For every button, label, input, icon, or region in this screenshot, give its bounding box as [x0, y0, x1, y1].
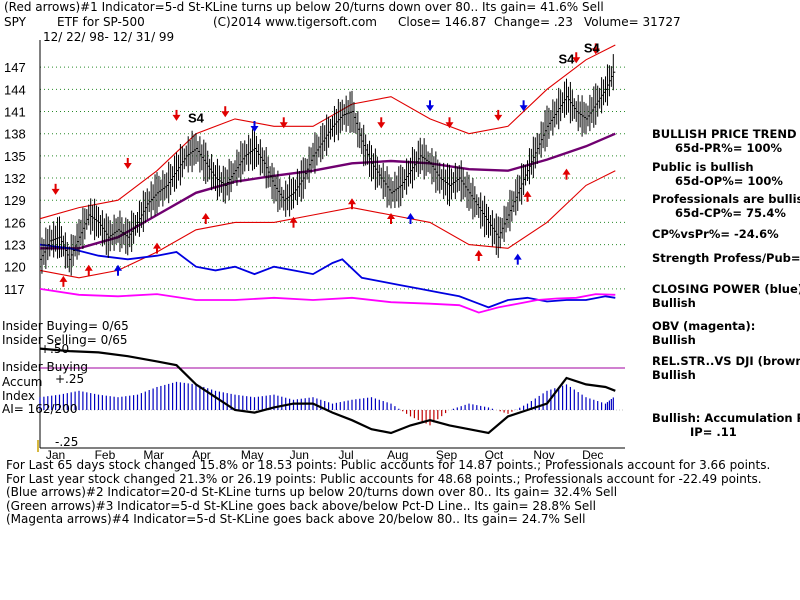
month-label: Feb [95, 448, 116, 462]
red-up-arrow-head [201, 213, 210, 219]
y-tick-label: 123 [4, 238, 26, 253]
month-label: Sep [436, 448, 458, 462]
ip-value: IP= .11 [690, 425, 737, 439]
month-label: Dec [582, 448, 603, 462]
strength-value: Strength Profess/Pub= .2 [652, 251, 800, 265]
footer-year: For Last year stock changed 21.3% or 26.… [6, 472, 762, 486]
red-up-arrow-head [59, 275, 68, 282]
date-range: 12/ 22/ 98- 12/ 31/ 99 [43, 30, 175, 44]
blue-down-arrow-head [426, 105, 434, 112]
accum-label: Accum [2, 375, 43, 389]
public-title: Public is bullish [652, 160, 754, 174]
red-up-arrow-head [523, 190, 532, 197]
month-label: Nov [533, 448, 554, 462]
red-down-arrow-head [172, 114, 181, 121]
red-up-arrow-head [289, 216, 298, 223]
symbol: SPY [4, 15, 26, 29]
obv-value: Bullish [652, 333, 696, 347]
red-up-arrow-head [387, 213, 395, 219]
red-up-arrow-head [153, 242, 161, 249]
lower-band [39, 170, 616, 279]
month-label: Aug [387, 448, 408, 462]
red-up-arrow-head [474, 249, 483, 256]
insider-buying-count: Insider Buying= 0/65 [2, 319, 129, 333]
sell-signal-label: S4 [584, 40, 601, 55]
red-up-arrow-head [348, 198, 356, 205]
tick-minus-25: -.25 [55, 435, 79, 449]
y-tick-label: 117 [4, 282, 25, 297]
red-down-arrow-head [494, 114, 503, 121]
description: ETF for SP-500 [57, 15, 145, 29]
y-tick-label: 126 [4, 215, 26, 230]
blue-up-arrow-head [513, 253, 522, 260]
month-label: Mar [143, 448, 164, 462]
red-down-arrow-head [377, 122, 386, 129]
footer-blue-arrows: (Blue arrows)#2 Indicator=20-d St-KLine … [6, 485, 618, 499]
professionals-title: Professionals are bullish [652, 192, 800, 206]
red-down-arrow-head [572, 57, 581, 64]
month-label: Jun [290, 448, 309, 462]
sell-signal-label: S4 [559, 51, 576, 66]
relstr-value: Bullish [652, 368, 696, 382]
relative-strength-line [39, 347, 616, 435]
op-value: 65d-OP%= 100% [675, 174, 783, 188]
upper-band [39, 44, 616, 220]
tick-plus-25: +.25 [55, 372, 85, 386]
red-down-arrow-head [51, 188, 60, 195]
y-tick-label: 129 [4, 193, 26, 208]
index-label: Index [2, 389, 36, 403]
y-tick-label: 138 [4, 127, 26, 142]
footer-magenta-arrows: (Magenta arrows)#4 Indicator=5-d St-KLin… [6, 512, 586, 526]
red-down-arrow-head [279, 122, 288, 129]
close-value: Close= 146.87 [398, 15, 487, 29]
accumulation-status: Bullish: Accumulation Risi [652, 411, 800, 425]
footer-green-arrows: (Green arrows)#3 Indicator=5-d St-KLine … [6, 499, 596, 513]
red-up-arrow-head [84, 264, 93, 271]
y-tick-label: 135 [4, 149, 26, 164]
trend-title: BULLISH PRICE TREND [652, 127, 797, 141]
y-tick-label: 141 [4, 105, 26, 120]
closing-power-value: Bullish [652, 296, 696, 310]
red-up-arrow-head [562, 168, 571, 175]
blue-down-arrow-head [519, 105, 528, 112]
closing-power-title: CLOSING POWER (blue): [652, 282, 800, 296]
insider-buying-line-label: Insider Buying [2, 360, 88, 374]
pr-value: 65d-PR%= 100% [675, 141, 782, 155]
volume-value: Volume= 31727 [584, 15, 681, 29]
red-down-arrow-head [591, 48, 600, 55]
y-tick-label: 144 [4, 82, 26, 97]
relstr-title: REL.STR..VS DJI (brown) [652, 354, 800, 368]
month-label: May [241, 448, 264, 462]
obv-line [39, 288, 616, 314]
red-down-arrow-head [445, 122, 454, 129]
blue-up-arrow-head [406, 213, 415, 219]
insider-selling-count: Insider Selling= 0/65 [2, 333, 128, 347]
copyright: (C)2014 www.tigersoft.com [213, 15, 377, 29]
month-label: Oct [485, 448, 504, 462]
ai-value: AI= 162/200 [2, 402, 78, 416]
blue-down-arrow-head [250, 126, 259, 132]
cp-vs-pr: CP%vsPr%= -24.6% [652, 227, 779, 241]
month-label: Apr [192, 448, 211, 462]
y-tick-label: 132 [4, 171, 26, 186]
red-down-arrow-head [123, 162, 132, 169]
month-label: Jan [46, 448, 65, 462]
footer-65day: For Last 65 days stock changed 15.8% or … [6, 458, 771, 472]
closing-power-line [39, 243, 616, 309]
indicator-1-line: (Red arrows)#1 Indicator=5-d St-KLine tu… [4, 0, 604, 14]
y-tick-label: 120 [4, 260, 26, 275]
month-label: Jul [338, 448, 353, 462]
blue-up-arrow-head [114, 264, 122, 271]
tick-plus-50: +.50 [40, 342, 70, 356]
cp-value: 65d-CP%= 75.4% [675, 206, 786, 220]
y-tick-label: 147 [4, 60, 26, 75]
change-value: Change= .23 [494, 15, 573, 29]
sell-signal-label: S4 [188, 111, 205, 126]
red-down-arrow-head [221, 111, 230, 118]
obv-title: OBV (magenta): [652, 319, 756, 333]
